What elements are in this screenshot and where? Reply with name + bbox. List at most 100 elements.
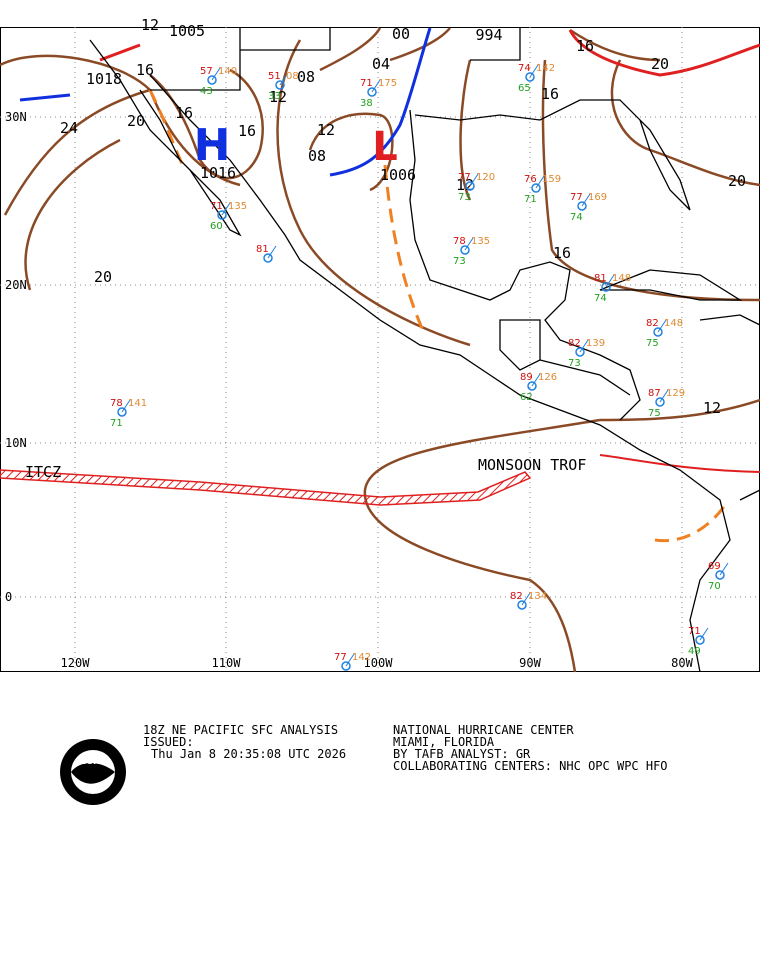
station-pressure: 148 [664,318,683,329]
wind-barb [267,245,277,259]
isobar-label: 16 [541,85,559,103]
isobar-label: 12 [141,16,159,34]
lat-label: 0 [5,590,12,604]
graticule [0,27,760,672]
wind-barb [659,389,669,403]
isobar-label: 12 [703,399,721,417]
station-dewpoint: 65 [518,83,531,94]
wind-barb [531,373,541,387]
station-dewpoint: 60 [210,221,223,232]
station-marker [525,72,535,82]
trough [654,504,727,543]
station-plots: 57 43 140 51 33 08 71 60 135 81 71 38 175 76 71 159 77 73… [110,63,729,671]
lat-label: 20N [5,278,27,292]
wind-barb [469,173,479,187]
isobar-label: 12 [269,88,287,106]
station-temp: 81 [256,244,269,255]
footer-text: MIAMI, FLORIDA [393,735,495,749]
station-dewpoint: 33 [268,91,281,102]
station-pressure: 159 [542,174,561,185]
monsoon-trough [599,454,760,473]
station-marker [531,183,541,193]
station-marker [341,661,351,671]
isobar-label: 994 [475,26,502,44]
station-pressure: 169 [588,192,607,203]
station-dewpoint: 62 [520,392,533,403]
station-pressure: 142 [352,652,371,663]
feature-label: ITCZ [25,463,61,481]
lat-label: 30N [5,110,27,124]
isobar-label: 16 [553,244,571,262]
station-marker [715,570,725,580]
station-pressure: 175 [378,78,397,89]
station-marker [527,381,537,391]
wind-barb [371,79,381,93]
station-dewpoint: 73 [458,192,471,203]
station-dewpoint: 73 [453,256,466,267]
lon-label: 100W [364,656,394,670]
station-marker [517,600,527,610]
wind-barb [521,592,531,606]
station-pressure: 135 [228,201,247,212]
station-pressure: 120 [476,172,495,183]
station-temp: 82 [568,338,581,349]
station-marker [275,80,285,90]
coastlines [89,27,760,673]
lon-label: 80W [671,656,693,670]
station-dewpoint: 71 [110,418,123,429]
low-pressure: 1006 [380,166,416,184]
wind-barb [657,319,667,333]
station-marker [117,407,127,417]
wind-barb [211,67,221,81]
isobar-label: 20 [127,112,145,130]
wind-barb [581,193,591,207]
station-temp: 77 [334,652,347,663]
isobar-label: 24 [60,119,78,137]
wind-barb [579,339,589,353]
station-marker [655,397,665,407]
isobar-label: 20 [94,268,112,286]
station-temp: 78 [453,236,466,247]
isobar-label: 20 [728,172,746,190]
isobar-label: 00 [392,25,410,43]
isobar-label: 20 [651,55,669,73]
station-dewpoint: 75 [646,338,659,349]
station-dewpoint: 43 [200,86,213,97]
itcz-band [0,469,532,506]
lat-label: 10N [5,436,27,450]
lon-label: 90W [519,656,541,670]
station-temp: 81 [594,273,607,284]
station-temp: 89 [520,372,533,383]
warm-front [568,29,760,77]
svg-text:NOAA: NOAA [79,757,108,767]
wind-barb [605,274,615,288]
station-temp: 57 [200,66,213,77]
map-frame [0,27,760,672]
lon-label: 120W [61,656,91,670]
station-marker [367,87,377,97]
station-dewpoint: 74 [570,212,583,223]
warm-front [99,43,141,62]
low-symbol: L [372,124,398,170]
station-dewpoint: 70 [708,581,721,592]
footer-text: COLLABORATING CENTERS: NHC OPC WPC HFO [393,759,668,773]
station-temp: 71 [210,201,223,212]
footer-text: 18Z NE PACIFIC SFC ANALYSIS [143,723,338,737]
high-pressure: 1016 [200,164,236,182]
isobar-label: 16 [238,122,256,140]
station-pressure: 135 [471,236,490,247]
station-temp: 71 [688,626,701,637]
station-marker [653,327,663,337]
station-marker [601,282,611,292]
noaa-logo: NOAA [60,739,126,805]
lon-label: 110W [212,656,242,670]
footer-text: BY TAFB ANALYST: GR [393,747,531,761]
isobar-label: 08 [308,147,326,165]
station-pressure: 126 [538,372,557,383]
wind-barb [529,64,539,78]
map-labels: 30N 20N 10N 0 120W 110W 100W 90W 80W 12 1005 1018 16… [5,16,746,670]
station-marker [263,253,273,263]
isobar-label: 16 [136,61,154,79]
station-pressure: 129 [666,388,685,399]
